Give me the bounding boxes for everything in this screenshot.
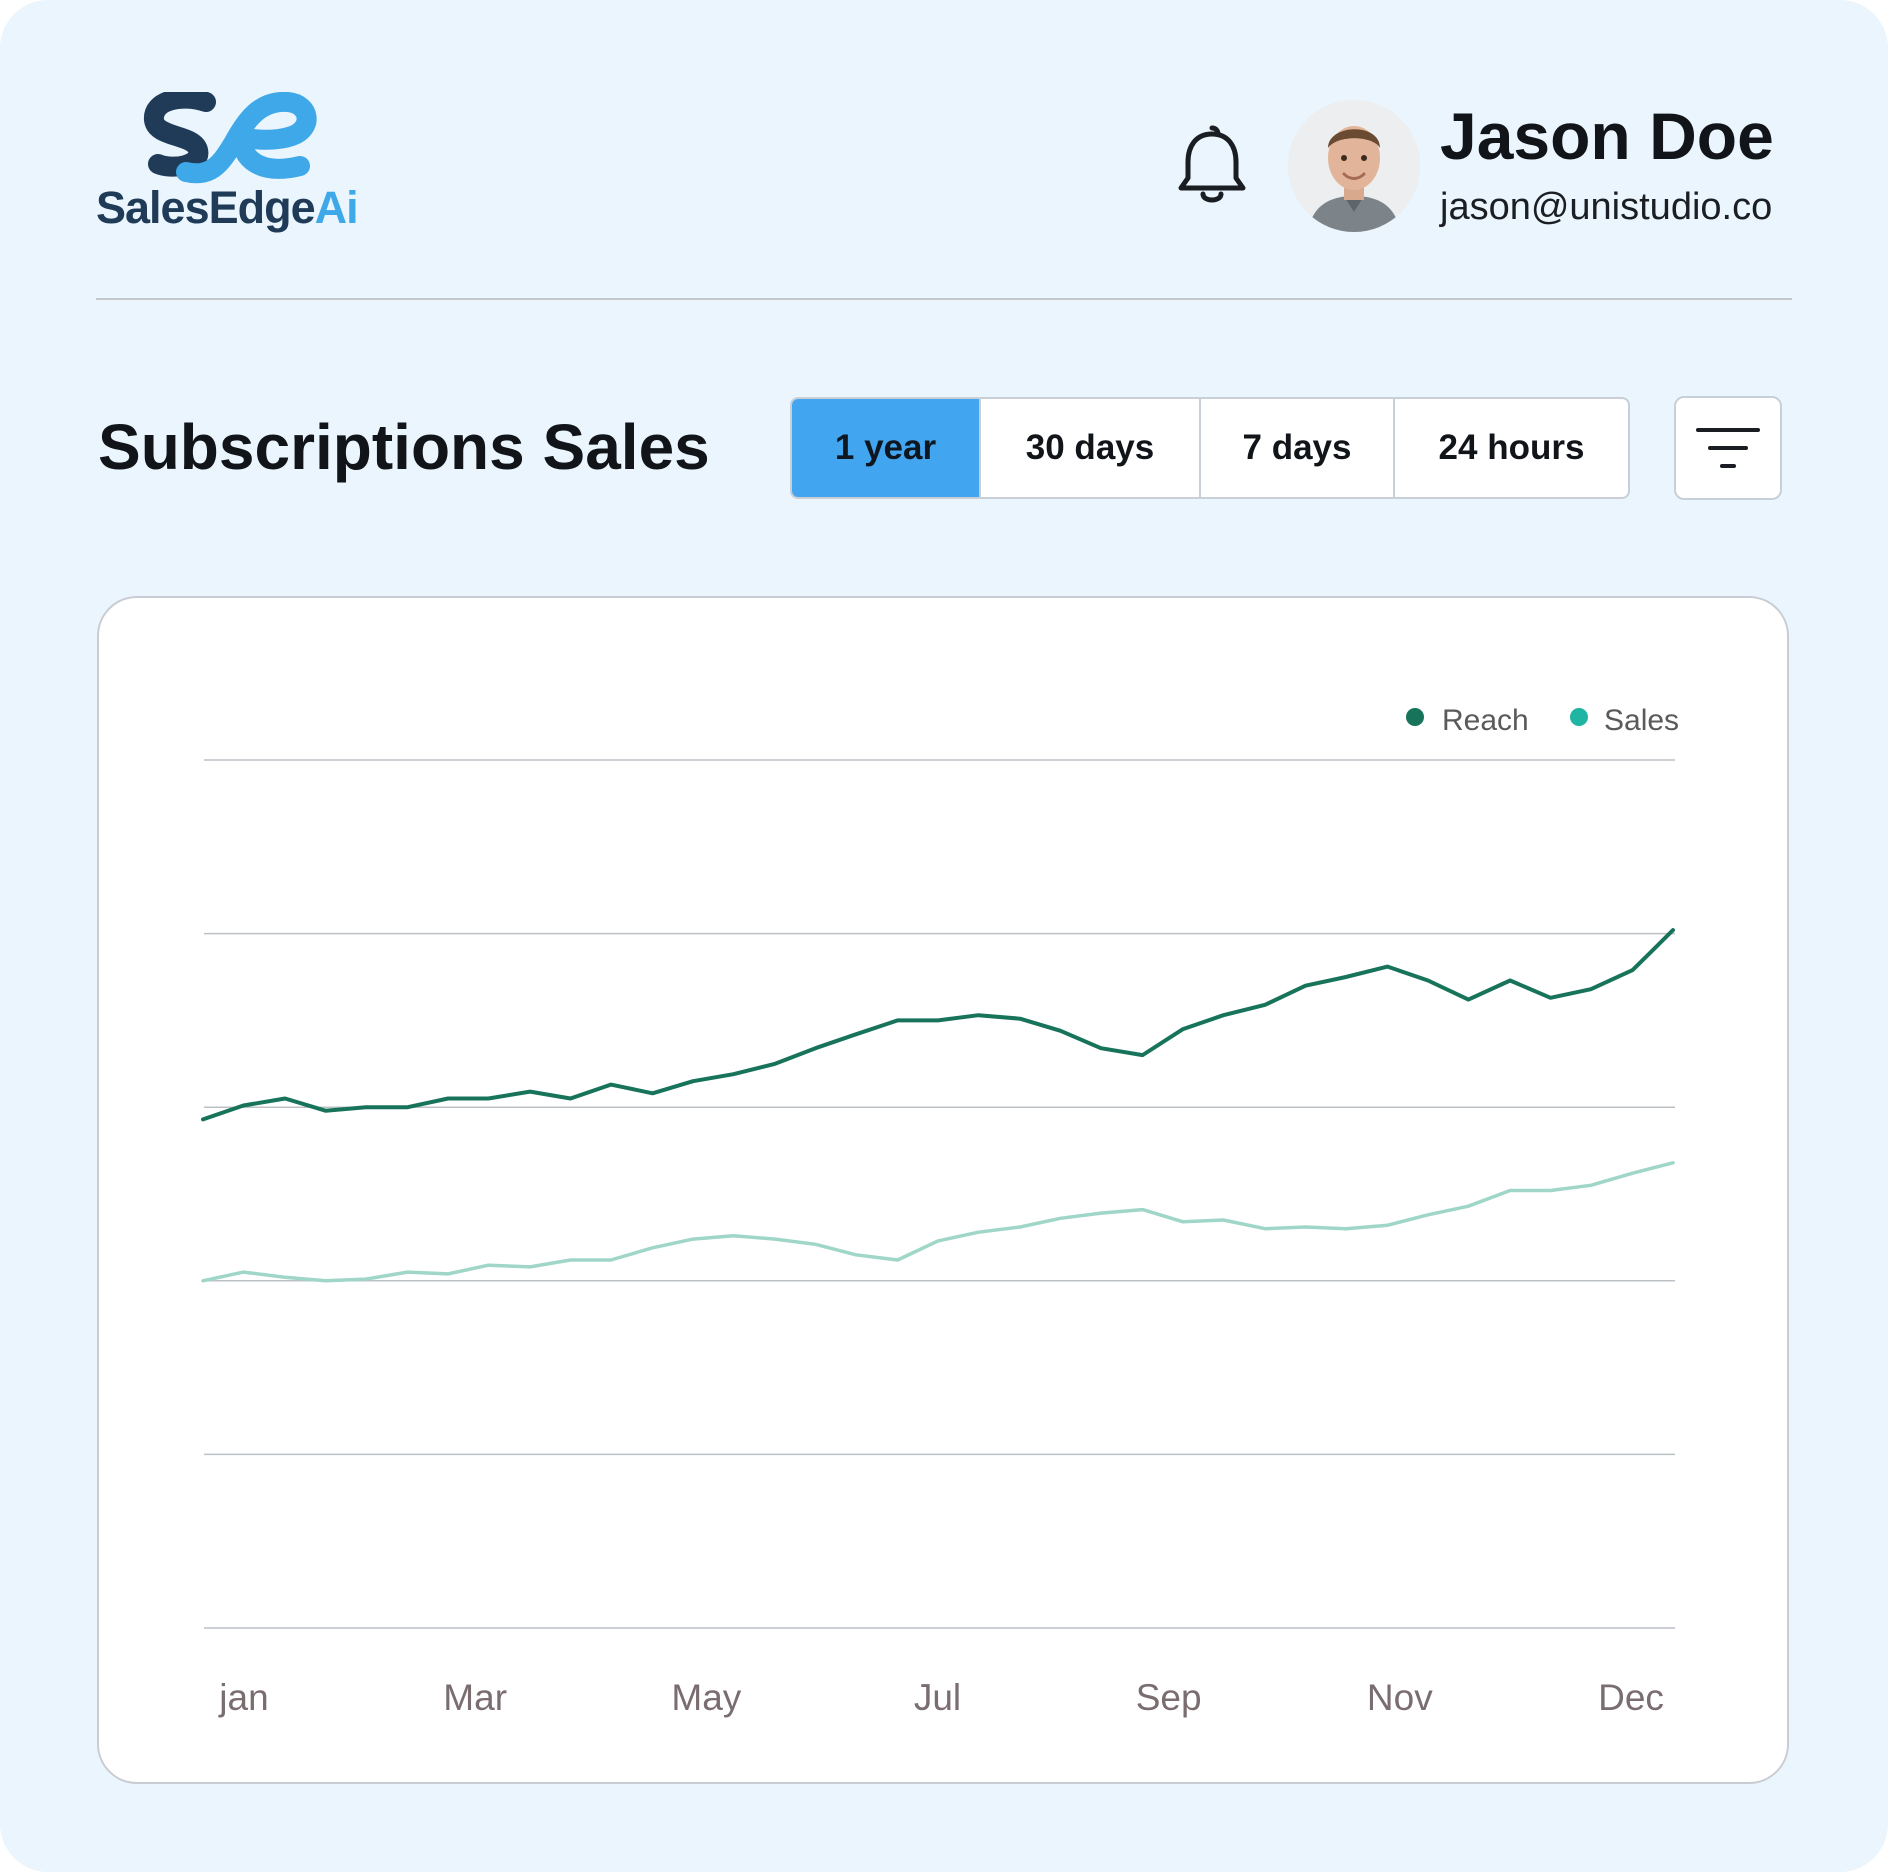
legend-label-reach: Reach (1442, 704, 1529, 737)
x-tick-label: May (671, 1677, 741, 1718)
legend-marker-sales (1570, 708, 1588, 726)
logo-wordmark-accent: Ai (314, 182, 359, 233)
range-7-days-button[interactable]: 7 days (1199, 399, 1393, 497)
bell-icon[interactable] (1176, 124, 1248, 208)
header-divider (96, 298, 1792, 300)
avatar-portrait-icon (1288, 100, 1420, 232)
x-tick-label: Jul (914, 1677, 961, 1718)
time-range-selector: 1 year 30 days 7 days 24 hours (790, 397, 1630, 499)
range-1-year-button[interactable]: 1 year (792, 399, 979, 497)
brand-logo[interactable]: SalesEdgeAi (96, 92, 396, 242)
legend-marker-reach (1406, 708, 1424, 726)
user-name: Jason Doe (1440, 99, 1774, 173)
page-title: Subscriptions Sales (98, 411, 710, 483)
range-30-days-button[interactable]: 30 days (979, 399, 1199, 497)
subscriptions-line-chart: jan Mar May Jul Sep Nov Dec Reach Sales (201, 704, 1679, 1718)
avatar[interactable] (1288, 100, 1420, 232)
filter-icon (1696, 428, 1760, 468)
filter-button[interactable] (1674, 396, 1782, 500)
x-tick-label: Dec (1598, 1677, 1664, 1718)
x-tick-label: Sep (1136, 1677, 1202, 1718)
x-tick-label: Mar (443, 1677, 507, 1718)
series-line-sales (201, 1161, 1675, 1283)
logo-mark-icon (144, 92, 317, 184)
user-email: jason@unistudio.co (1440, 186, 1773, 228)
chart-card: jan Mar May Jul Sep Nov Dec Reach Sales (97, 596, 1789, 1784)
logo-wordmark: SalesEdgeAi (96, 182, 359, 234)
logo-wordmark-main: SalesEdge (96, 182, 316, 233)
x-tick-label: Nov (1367, 1677, 1433, 1718)
x-tick-label: jan (218, 1677, 268, 1718)
range-24-hours-button[interactable]: 24 hours (1393, 399, 1628, 497)
legend-label-sales: Sales (1604, 704, 1679, 737)
series-line-reach (201, 928, 1675, 1122)
